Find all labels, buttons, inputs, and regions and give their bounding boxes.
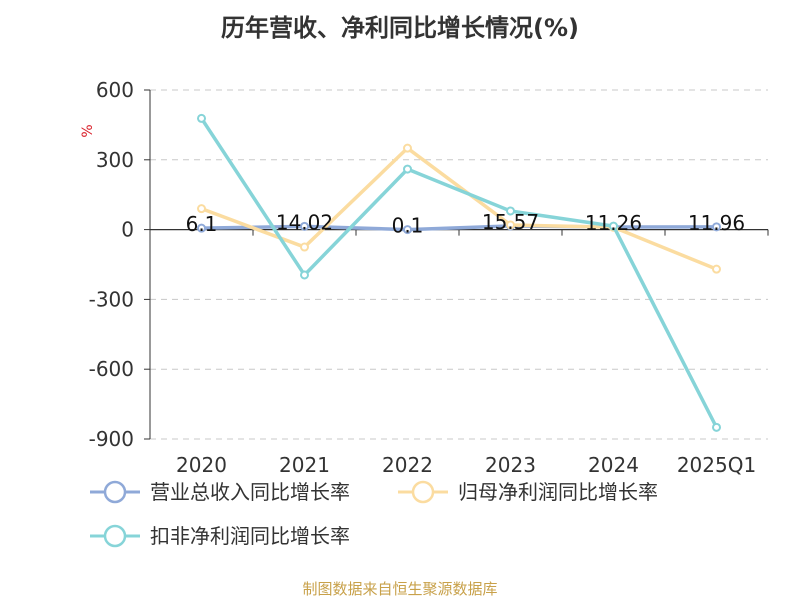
- data-point-2: [506, 220, 515, 230]
- data-point-3: [506, 206, 515, 216]
- series-line-2: [200, 146, 718, 271]
- legend-label: 归母净利润同比增长率: [458, 480, 658, 504]
- data-label: 0.1: [392, 214, 424, 238]
- x-tick-label: 2025Q1: [677, 453, 756, 477]
- x-tick-label: 2021: [279, 453, 330, 477]
- data-label: 11.96: [688, 211, 745, 235]
- y-tick-label: -900: [89, 427, 134, 451]
- data-point-3: [609, 221, 618, 231]
- y-tick-label: -300: [89, 287, 134, 311]
- legend-label: 营业总收入同比增长率: [150, 480, 350, 504]
- y-tick-label: 300: [96, 148, 134, 172]
- x-tick-label: 2023: [485, 453, 536, 477]
- y-tick-label: 600: [96, 78, 134, 102]
- data-label: 15.57: [482, 210, 539, 234]
- data-point-3: [403, 164, 412, 174]
- data-label: 14.02: [276, 210, 333, 234]
- data-label: 11.26: [585, 211, 642, 235]
- data-point-2: [403, 143, 412, 153]
- data-point-3: [197, 113, 206, 123]
- data-label: 6.1: [186, 212, 218, 236]
- data-point-2: [197, 204, 206, 214]
- y-axis-label: %: [80, 124, 96, 137]
- x-tick-label: 2020: [176, 453, 227, 477]
- data-point-3: [300, 270, 309, 280]
- x-tick-label: 2024: [588, 453, 639, 477]
- data-point-2: [300, 242, 309, 252]
- y-tick-label: 0: [121, 218, 134, 242]
- series-line-3: [200, 117, 719, 429]
- y-tick-label: -600: [89, 357, 134, 381]
- chart-title: 历年营收、净利同比增长情况(%): [221, 14, 579, 42]
- data-point-1: [197, 223, 206, 233]
- data-point-3: [712, 422, 721, 432]
- legend-marker: [103, 524, 127, 548]
- legend-marker: [103, 480, 127, 504]
- legend-marker: [411, 480, 435, 504]
- data-point-1: [403, 225, 412, 235]
- data-point-1: [300, 221, 309, 231]
- series-line-1: [201, 224, 717, 232]
- data-point-1: [712, 222, 721, 232]
- x-tick-label: 2022: [382, 453, 433, 477]
- source-note: 制图数据来自恒生聚源数据库: [302, 580, 498, 598]
- data-point-2: [712, 264, 721, 274]
- legend-label: 扣非净利润同比增长率: [150, 524, 350, 548]
